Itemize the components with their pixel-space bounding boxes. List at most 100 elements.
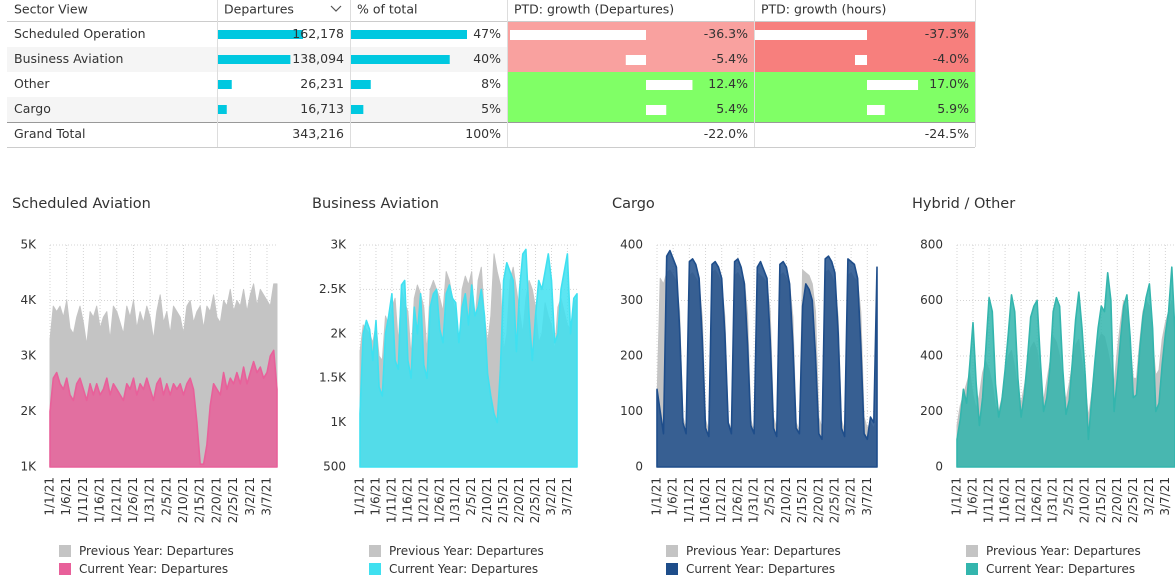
x-tick-label: 3/7/21 <box>1158 477 1172 516</box>
y-tick-label: 0 <box>935 460 943 474</box>
legend-swatch <box>666 563 678 575</box>
y-tick-label: 500 <box>323 460 346 474</box>
cell-value: 17.0% <box>929 76 969 91</box>
legend-label: Previous Year: Departures <box>389 544 544 558</box>
x-tick-label: 1/6/21 <box>966 477 980 516</box>
x-tick-label: 2/15/21 <box>795 477 809 523</box>
x-tick-label: 2/15/21 <box>496 477 510 523</box>
y-tick-label: 200 <box>920 404 943 418</box>
cell-value: -5.4% <box>712 51 748 66</box>
area <box>359 248 578 468</box>
cell-value: 26,231 <box>300 76 344 91</box>
x-tick-label: 3/2/21 <box>1142 477 1156 516</box>
y-tick-label: 600 <box>920 293 943 307</box>
cell-background <box>754 97 975 122</box>
x-tick-label: 3/7/21 <box>260 477 274 516</box>
x-tick-label: 1/31/21 <box>448 477 462 523</box>
x-tick-label: 2/25/21 <box>528 477 542 523</box>
legend-swatch <box>369 563 381 575</box>
legend-label: Current Year: Departures <box>79 562 228 576</box>
cell-value: 5.4% <box>716 101 748 116</box>
growth-bar <box>867 80 919 90</box>
y-tick-label: 5K <box>20 238 37 252</box>
legend-swatch <box>966 563 978 575</box>
cell-value: 40% <box>473 51 501 66</box>
cell-value: 8% <box>481 76 501 91</box>
y-tick-label: 400 <box>920 349 943 363</box>
x-tick-label: 1/16/21 <box>400 477 414 523</box>
x-tick-label: 2/15/21 <box>1094 477 1108 523</box>
chart-title: Business Aviation <box>312 196 439 212</box>
x-tick-label: 2/25/21 <box>827 477 841 523</box>
x-tick-label: 1/16/21 <box>93 477 107 523</box>
x-tick-label: 1/6/21 <box>666 477 680 516</box>
share-bar <box>351 30 467 39</box>
x-tick-label: 3/2/21 <box>844 477 858 516</box>
row-label: Business Aviation <box>14 51 123 66</box>
y-tick-label: 400 <box>620 238 643 252</box>
x-tick-label: 1/1/21 <box>650 477 664 516</box>
area <box>956 266 1175 468</box>
cell-value: -36.3% <box>704 26 748 41</box>
x-tick-label: 1/21/21 <box>416 477 430 523</box>
y-tick-label: 3K <box>330 238 347 252</box>
cell-background <box>507 97 754 122</box>
cell-value: -22.0% <box>704 126 748 141</box>
column-header: PTD: growth (Departures) <box>514 2 674 17</box>
growth-bar <box>646 105 667 115</box>
column-header: Sector View <box>14 2 88 17</box>
growth-bar <box>867 105 885 115</box>
x-tick-label: 2/25/21 <box>1126 477 1140 523</box>
x-tick-label: 1/31/21 <box>143 477 157 523</box>
x-tick-label: 2/5/21 <box>464 477 478 516</box>
x-tick-label: 1/11/21 <box>76 477 90 523</box>
x-tick-label: 2/5/21 <box>159 477 173 516</box>
cell-value: 343,216 <box>292 126 344 141</box>
cell-value: 47% <box>473 26 501 41</box>
y-tick-label: 2K <box>330 326 347 340</box>
legend-label: Current Year: Departures <box>389 562 538 576</box>
x-tick-label: 2/5/21 <box>1062 477 1076 516</box>
row-label: Scheduled Operation <box>14 26 146 41</box>
y-tick-label: 2.5K <box>319 282 347 296</box>
y-tick-label: 1.5K <box>319 371 347 385</box>
x-tick-label: 2/20/21 <box>1110 477 1124 523</box>
cell-value: 12.4% <box>708 76 748 91</box>
x-tick-label: 1/26/21 <box>1030 477 1044 523</box>
x-tick-label: 2/20/21 <box>512 477 526 523</box>
x-tick-label: 1/26/21 <box>730 477 744 523</box>
row-label: Other <box>14 76 50 91</box>
cell-value: -24.5% <box>925 126 969 141</box>
chart-title: Hybrid / Other <box>912 196 1015 212</box>
dropdown-chevron[interactable] <box>330 5 342 12</box>
x-tick-label: 3/7/21 <box>860 477 874 516</box>
x-tick-label: 2/20/21 <box>209 477 223 523</box>
growth-bar <box>510 30 646 40</box>
x-tick-label: 1/11/21 <box>982 477 996 523</box>
share-bar <box>218 80 232 89</box>
share-bar <box>351 105 364 114</box>
x-tick-label: 2/10/21 <box>1078 477 1092 523</box>
cell-value: 100% <box>465 126 501 141</box>
cell-background <box>507 72 754 97</box>
legend-swatch <box>369 545 381 557</box>
x-tick-label: 3/2/21 <box>243 477 257 516</box>
legend-swatch <box>59 563 71 575</box>
y-tick-label: 0 <box>635 460 643 474</box>
x-tick-label: 1/1/21 <box>353 477 367 516</box>
x-tick-label: 3/2/21 <box>544 477 558 516</box>
share-bar <box>351 55 450 64</box>
x-tick-label: 2/20/21 <box>811 477 825 523</box>
y-tick-label: 4K <box>20 293 37 307</box>
y-tick-label: 1K <box>330 415 347 429</box>
legend-label: Current Year: Departures <box>986 562 1135 576</box>
x-tick-label: 1/26/21 <box>432 477 446 523</box>
row-label: Cargo <box>14 101 51 116</box>
legend-swatch <box>59 545 71 557</box>
cell-value: 138,094 <box>292 51 344 66</box>
legend-label: Previous Year: Departures <box>79 544 234 558</box>
cell-value: -4.0% <box>933 51 969 66</box>
share-bar <box>218 105 227 114</box>
y-tick-label: 3K <box>20 349 37 363</box>
x-tick-label: 2/25/21 <box>226 477 240 523</box>
